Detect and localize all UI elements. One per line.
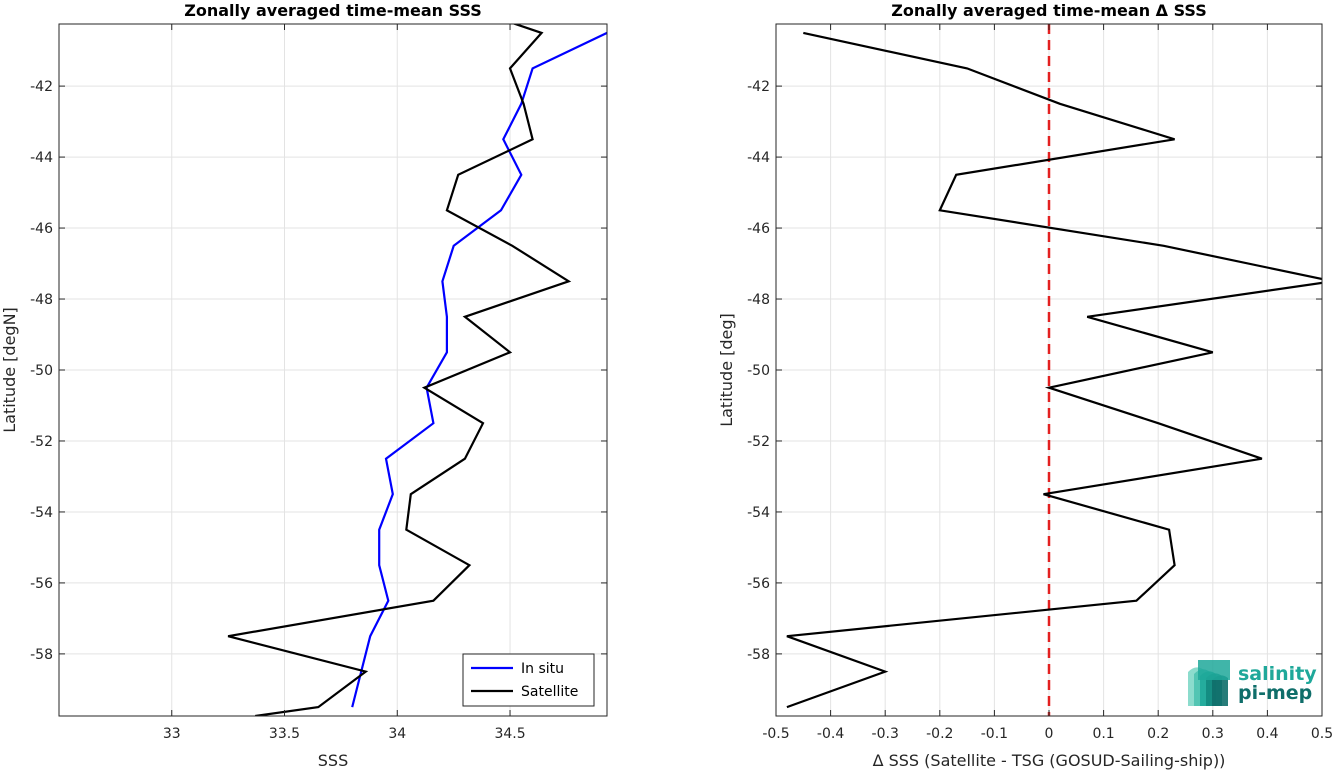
y-tick-label: -54 xyxy=(747,505,770,521)
x-tick-label: 34 xyxy=(388,726,406,742)
chart-title: Zonally averaged time-mean SSS xyxy=(184,1,482,20)
x-tick-label: -0.3 xyxy=(872,726,899,742)
y-tick-label: -50 xyxy=(747,363,770,379)
y-tick-label: -56 xyxy=(30,576,53,592)
logo-wave-shape xyxy=(1212,675,1228,706)
x-tick-label: 33.5 xyxy=(269,726,300,742)
y-tick-label: -52 xyxy=(747,434,770,450)
x-axis-label: Δ SSS (Satellite - TSG (GOSUD-Sailing-sh… xyxy=(873,751,1226,770)
legend-label: In situ xyxy=(521,661,564,677)
y-tick-label: -56 xyxy=(747,576,770,592)
x-tick-label: 33 xyxy=(163,726,181,742)
series-line-in-situ xyxy=(351,31,607,708)
y-tick-label: -46 xyxy=(30,221,53,237)
series-line-delta-sss xyxy=(786,31,1322,709)
x-tick-label: 34.5 xyxy=(494,726,525,742)
y-tick-label: -54 xyxy=(30,505,53,521)
chart-panel-1: 33 33.5 34 34.5 -58 -56 -54 -52 -50 -48 -46 -44 -42 Z… xyxy=(0,1,608,770)
y-tick-label: -44 xyxy=(747,150,770,166)
x-tick-label: -0.2 xyxy=(926,726,953,742)
x-tick-label: 0 xyxy=(1045,726,1054,742)
chart-panel-2: -0.5 -0.4 -0.3 -0.2 -0.1 0 0.1 0.2 0.3 0.4 0.5 -58 -… xyxy=(717,1,1333,770)
y-tick-label: -48 xyxy=(30,292,53,308)
x-tick-label: 0.3 xyxy=(1202,726,1224,742)
x-axis-label: SSS xyxy=(318,751,348,770)
y-tick-label: -58 xyxy=(30,647,53,663)
y-axis-label: Latitude [degN] xyxy=(0,307,19,433)
x-tick-label: 0.2 xyxy=(1147,726,1169,742)
y-tick-label: -48 xyxy=(747,292,770,308)
y-tick-label: -46 xyxy=(747,221,770,237)
y-tick-label: -42 xyxy=(747,79,770,95)
y-tick-label: -58 xyxy=(747,647,770,663)
y-tick-label: -44 xyxy=(30,150,53,166)
logo-block-shape xyxy=(1198,660,1230,680)
legend-box xyxy=(462,653,595,707)
x-tick-label: -0.4 xyxy=(817,726,844,742)
x-tick-label: 0.4 xyxy=(1256,726,1278,742)
x-tick-label: -0.1 xyxy=(981,726,1008,742)
y-axis-label: Latitude [deg] xyxy=(717,313,736,427)
logo-text-pi-mep: pi-mep xyxy=(1238,682,1312,704)
y-tick-label: -52 xyxy=(30,434,53,450)
series-line-satellite xyxy=(227,24,572,716)
y-tick-label: -42 xyxy=(30,79,53,95)
legend-label: Satellite xyxy=(521,684,578,700)
x-tick-label: 0.5 xyxy=(1311,726,1333,742)
chart-title: Zonally averaged time-mean Δ SSS xyxy=(891,1,1207,20)
x-tick-label: -0.5 xyxy=(762,726,789,742)
legend: In situ Satellite xyxy=(462,653,595,707)
y-tick-label: -50 xyxy=(30,363,53,379)
logo-text-salinity: salinity xyxy=(1238,663,1317,685)
x-tick-label: 0.1 xyxy=(1092,726,1114,742)
